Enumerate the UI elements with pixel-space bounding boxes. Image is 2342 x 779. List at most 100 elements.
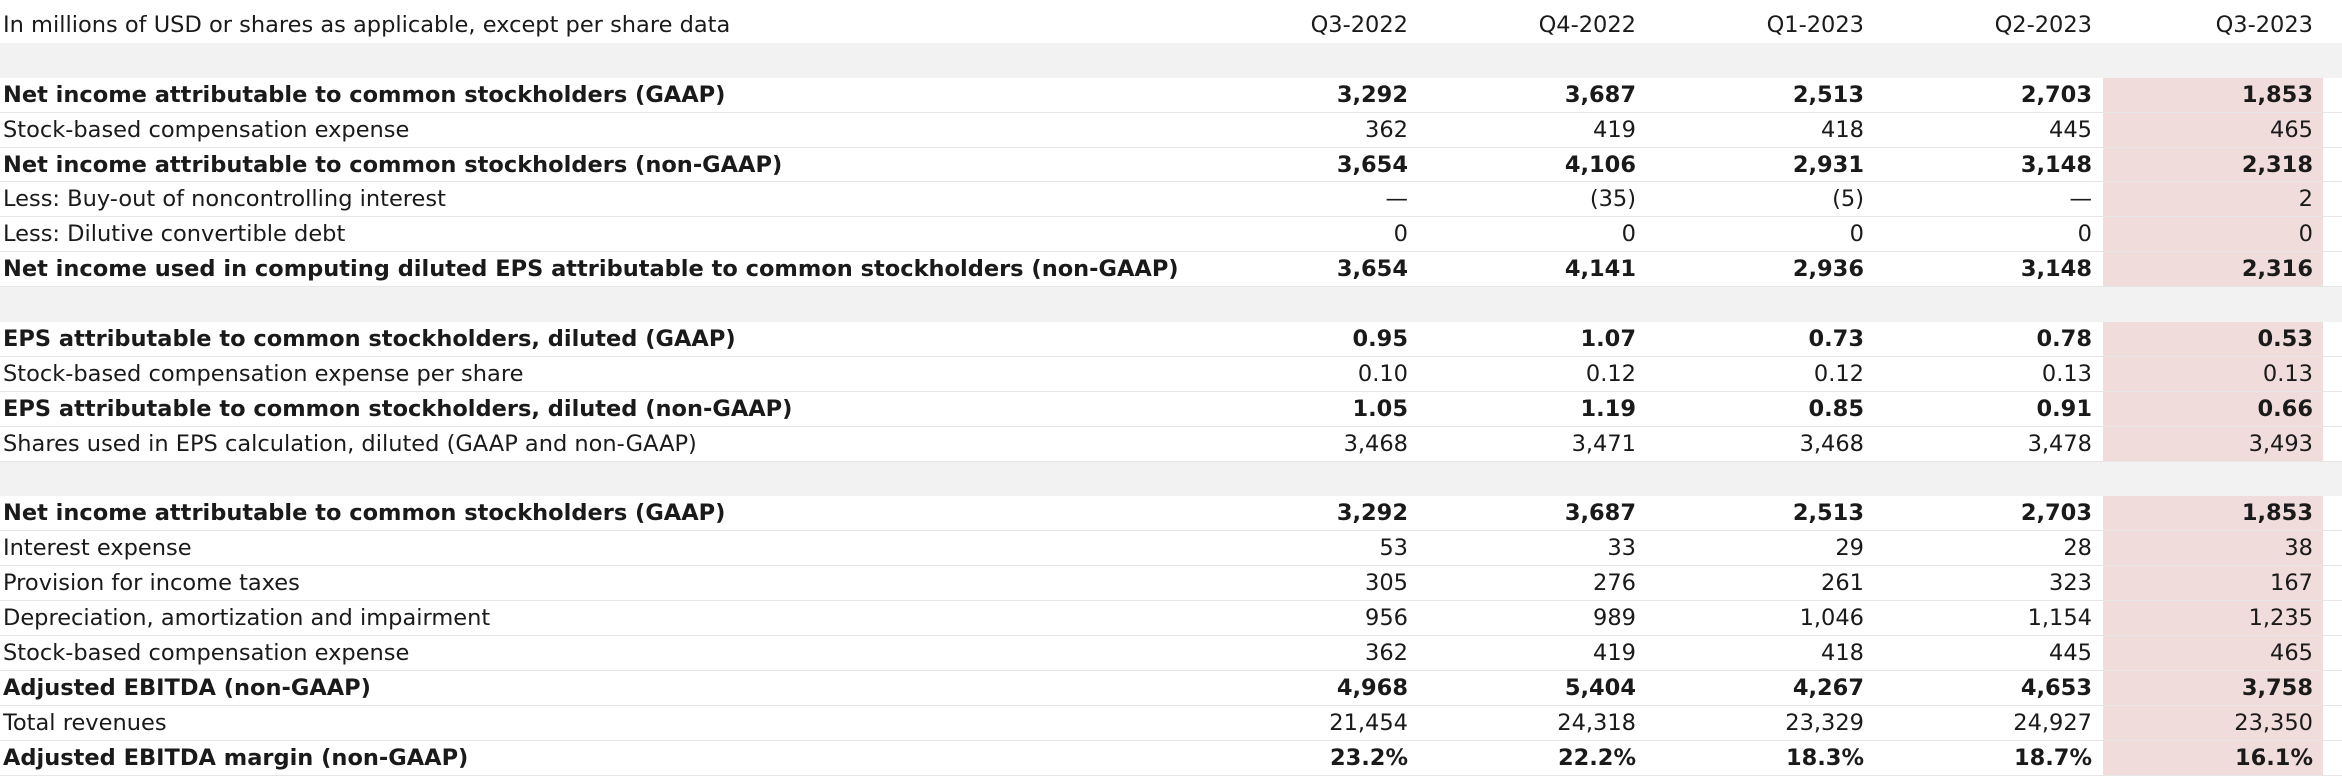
- value-cell: 18.7%: [2013, 744, 2092, 771]
- value-cell: 0.95: [1352, 325, 1408, 352]
- row-label: EPS attributable to common stockholders,…: [3, 325, 736, 352]
- value-cell: 2,513: [1792, 500, 1864, 527]
- value-cell: 1.07: [1580, 325, 1636, 352]
- value-cell: 24,927: [2013, 709, 2092, 736]
- value-cell: 3,758: [2103, 670, 2323, 705]
- table-row: Interest expense 53 33 29 28 38: [0, 531, 2342, 567]
- value-cell: 21,454: [1329, 709, 1408, 736]
- row-label: Adjusted EBITDA margin (non-GAAP): [3, 744, 469, 771]
- value-cell: 2: [2103, 182, 2323, 217]
- value-cell: 1,853: [2103, 496, 2323, 531]
- value-cell: 0.12: [1813, 360, 1864, 387]
- header-label: In millions of USD or shares as applicab…: [3, 12, 731, 39]
- row-label: Interest expense: [3, 535, 192, 562]
- value-cell: 29: [1835, 535, 1864, 562]
- value-cell: 419: [1593, 116, 1636, 143]
- row-label: Provision for income taxes: [3, 570, 300, 597]
- period-header: Q1-2023: [1766, 12, 1864, 39]
- section-spacer: [0, 287, 2342, 323]
- value-cell: 418: [1821, 116, 1864, 143]
- row-label: Less: Dilutive convertible debt: [3, 221, 346, 248]
- value-cell: (5): [1832, 186, 1864, 213]
- value-cell: 3,471: [1571, 430, 1636, 457]
- row-label: Depreciation, amortization and impairmen…: [3, 605, 491, 632]
- table-row: Shares used in EPS calculation, diluted …: [0, 426, 2342, 462]
- value-cell: 38: [2103, 531, 2323, 566]
- value-cell: 18.3%: [1785, 744, 1864, 771]
- value-cell: (35): [1589, 186, 1636, 213]
- table-row: Net income attributable to common stockh…: [0, 147, 2342, 183]
- value-cell: 323: [2049, 570, 2092, 597]
- value-cell: 0: [1849, 221, 1864, 248]
- value-cell: 3,654: [1336, 151, 1408, 178]
- value-cell: 0.91: [2036, 395, 2092, 422]
- value-cell: 5,404: [1564, 674, 1636, 701]
- value-cell: 0.85: [1808, 395, 1864, 422]
- value-cell: 3,468: [1343, 430, 1408, 457]
- period-header: Q2-2023: [1994, 12, 2092, 39]
- row-label: Net income attributable to common stockh…: [3, 151, 783, 178]
- value-cell: 261: [1821, 570, 1864, 597]
- section-spacer: [0, 42, 2342, 78]
- section-spacer: [0, 461, 2342, 497]
- row-label: Adjusted EBITDA (non-GAAP): [3, 674, 371, 701]
- value-cell: 465: [2103, 636, 2323, 670]
- value-cell: 1.05: [1352, 395, 1408, 422]
- row-label: Net income attributable to common stockh…: [3, 81, 726, 108]
- value-cell: 2,316: [2103, 252, 2323, 287]
- table-row: Less: Dilutive convertible debt 0 0 0 0 0: [0, 217, 2342, 253]
- value-cell: 0.53: [2103, 322, 2323, 356]
- value-cell: 2,318: [2103, 147, 2323, 182]
- value-cell: 0.13: [2103, 356, 2323, 391]
- value-cell: 0: [1621, 221, 1636, 248]
- table-row: Provision for income taxes 305 276 261 323 16…: [0, 566, 2342, 602]
- row-label: Stock-based compensation expense: [3, 116, 410, 143]
- value-cell: 167: [2103, 566, 2323, 601]
- row-label: Stock-based compensation expense: [3, 639, 410, 666]
- value-cell: 33: [1607, 535, 1636, 562]
- value-cell: 418: [1821, 639, 1864, 666]
- value-cell: 2,703: [2020, 500, 2092, 527]
- table-row: Stock-based compensation expense 362 419 41…: [0, 636, 2342, 671]
- value-cell: 4,653: [2020, 674, 2092, 701]
- value-cell: 22.2%: [1557, 744, 1636, 771]
- value-cell: 53: [1379, 535, 1408, 562]
- value-cell: 3,493: [2103, 426, 2323, 461]
- value-cell: 4,267: [1792, 674, 1864, 701]
- value-cell: 0: [2103, 217, 2323, 252]
- value-cell: 23,329: [1785, 709, 1864, 736]
- table-row: Depreciation, amortization and impairmen…: [0, 601, 2342, 637]
- table-row: Less: Buy-out of noncontrolling interest…: [0, 182, 2342, 218]
- value-cell: 362: [1365, 639, 1408, 666]
- value-cell: 2,513: [1792, 81, 1864, 108]
- value-cell: 0.13: [2041, 360, 2092, 387]
- value-cell: 0.12: [1585, 360, 1636, 387]
- value-cell: 1.19: [1580, 395, 1636, 422]
- value-cell: 0.10: [1357, 360, 1408, 387]
- row-label: Stock-based compensation expense per sha…: [3, 360, 524, 387]
- value-cell: 445: [2049, 116, 2092, 143]
- row-label: Less: Buy-out of noncontrolling interest: [3, 186, 446, 213]
- value-cell: 1,235: [2103, 601, 2323, 636]
- value-cell: 2,931: [1792, 151, 1864, 178]
- table-body: Net income attributable to common stockh…: [0, 42, 2342, 776]
- value-cell: 465: [2103, 112, 2323, 147]
- table-row: Stock-based compensation expense 362 419 41…: [0, 112, 2342, 148]
- row-label: Shares used in EPS calculation, diluted …: [3, 430, 697, 457]
- financial-table: In millions of USD or shares as applicab…: [0, 8, 2342, 776]
- value-cell: 2,936: [1792, 256, 1864, 283]
- value-cell: 3,687: [1564, 81, 1636, 108]
- value-cell: —: [1385, 186, 1409, 213]
- table-row: Net income used in computing diluted EPS…: [0, 252, 2342, 288]
- value-cell: 3,468: [1799, 430, 1864, 457]
- value-cell: 3,148: [2020, 256, 2092, 283]
- table-row: Total revenues 21,454 24,318 23,329 24,927 23…: [0, 705, 2342, 741]
- value-cell: 24,318: [1557, 709, 1636, 736]
- value-cell: 0.73: [1808, 325, 1864, 352]
- value-cell: 305: [1365, 570, 1408, 597]
- value-cell: 1,853: [2103, 77, 2323, 112]
- value-cell: —: [2069, 186, 2093, 213]
- row-label: EPS attributable to common stockholders,…: [3, 395, 793, 422]
- value-cell: 4,968: [1336, 674, 1408, 701]
- table-row: Net income attributable to common stockh…: [0, 496, 2342, 532]
